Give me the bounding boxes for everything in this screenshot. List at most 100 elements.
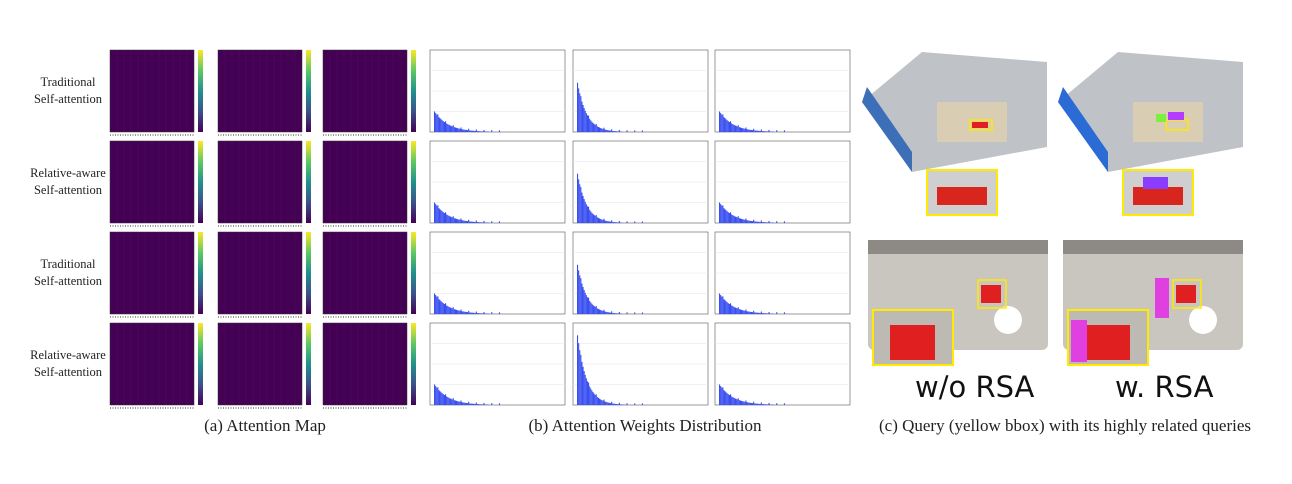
histogram-bar: [449, 307, 451, 314]
histogram-bar: [728, 304, 730, 314]
histogram-bar: [725, 210, 727, 223]
histogram-bar: [747, 220, 749, 223]
histogram-bar: [440, 301, 442, 314]
histogram-bar: [719, 384, 721, 405]
histogram-bar: [752, 221, 754, 223]
histogram-bar: [722, 296, 724, 314]
histogram-bar: [603, 309, 605, 314]
histogram-bar: [776, 312, 778, 314]
histogram-bar: [585, 378, 587, 405]
histogram-bar: [593, 393, 595, 405]
histogram-bar: [442, 394, 444, 405]
histogram-bar: [584, 110, 586, 132]
histogram-bar: [754, 312, 756, 314]
histogram-bar: [580, 278, 582, 314]
histogram-bar: [467, 403, 469, 405]
histogram-bar: [583, 108, 585, 132]
histogram-bar: [483, 402, 485, 405]
histogram-bar: [754, 130, 756, 132]
histogram-bar: [737, 216, 739, 223]
histogram-bar: [634, 221, 636, 223]
histogram-bar: [733, 306, 735, 314]
label-with-rsa: w. RSA: [1115, 370, 1214, 404]
histogram-bar: [608, 130, 610, 132]
histogram-bar: [460, 309, 462, 314]
histogram-bar: [591, 390, 593, 405]
histogram-bar: [767, 313, 769, 314]
histogram-bar: [618, 129, 620, 132]
histogram-bar: [766, 404, 768, 405]
histogram-bar: [589, 386, 591, 405]
histogram-bar: [464, 402, 466, 405]
histogram-bar: [585, 295, 587, 314]
histogram-bar: [457, 401, 459, 405]
histogram-bar: [448, 215, 450, 223]
histogram-bar: [600, 310, 602, 314]
histogram-bar: [763, 131, 765, 132]
histogram-bar: [437, 387, 439, 405]
histogram-bar: [479, 404, 481, 405]
histogram-bar: [491, 130, 493, 132]
histogram-bar: [438, 390, 440, 405]
histogram-bar: [614, 403, 616, 405]
histogram-bar: [634, 403, 636, 405]
histogram-bar: [482, 313, 484, 314]
histogram-bar: [595, 306, 597, 314]
histogram-bar: [759, 130, 761, 132]
histogram-bar: [616, 404, 618, 405]
histogram-bar: [467, 221, 469, 223]
histogram-bar: [453, 309, 455, 314]
histogram-bar: [458, 219, 460, 223]
histogram-bar: [737, 398, 739, 405]
histogram-bar: [462, 220, 464, 223]
histogram-bar: [483, 129, 485, 132]
histogram-bar: [759, 312, 761, 314]
histogram-bar: [484, 313, 486, 314]
histogram-bar: [731, 396, 733, 405]
histogram-bar: [440, 392, 442, 405]
histogram-bar: [588, 297, 590, 314]
histogram-bar: [450, 398, 452, 405]
row-label-line: Self-attention: [33, 92, 103, 106]
histogram-bar: [730, 121, 732, 132]
histogram-bar: [456, 309, 458, 314]
histogram-bar: [476, 404, 478, 405]
histogram-bar: [721, 296, 723, 314]
histogram-bar: [626, 403, 628, 405]
histogram-bar: [597, 217, 599, 223]
histogram-bar: [726, 211, 728, 223]
histogram-bar: [591, 121, 593, 132]
histogram-bar: [437, 205, 439, 223]
histogram-bar: [453, 127, 455, 132]
histogram-bar: [586, 206, 588, 223]
histogram-bar: [588, 115, 590, 132]
histogram-bar: [446, 123, 448, 132]
histogram-bar: [606, 130, 608, 132]
scene-zoom-related: [1143, 177, 1168, 189]
histogram-bar: [467, 130, 469, 132]
histogram-bar: [727, 121, 729, 132]
histogram-bar: [602, 310, 604, 314]
histogram-bar: [462, 129, 464, 132]
row-label-line: Relative-aware: [30, 348, 106, 362]
histogram-bar: [448, 306, 450, 314]
histogram-bar: [439, 118, 441, 132]
scene-query-box: [969, 119, 993, 131]
histogram-bar: [614, 131, 616, 132]
histogram-bar: [726, 302, 728, 314]
histogram-bar: [724, 300, 726, 314]
histogram-bar: [730, 394, 732, 405]
row-label-line: Relative-aware: [30, 166, 106, 180]
histogram-bar: [722, 205, 724, 223]
histogram-bar: [580, 187, 582, 223]
histogram-bar: [435, 295, 437, 314]
scene-related: [972, 122, 988, 128]
histogram-bar: [763, 313, 765, 314]
histogram-bar: [602, 128, 604, 132]
histogram-bar: [447, 397, 449, 405]
histogram-bar: [615, 403, 617, 405]
scene-desk: [1133, 102, 1203, 142]
histogram-bar: [484, 404, 486, 405]
histogram-bar: [491, 403, 493, 405]
histogram-bar: [440, 119, 442, 132]
